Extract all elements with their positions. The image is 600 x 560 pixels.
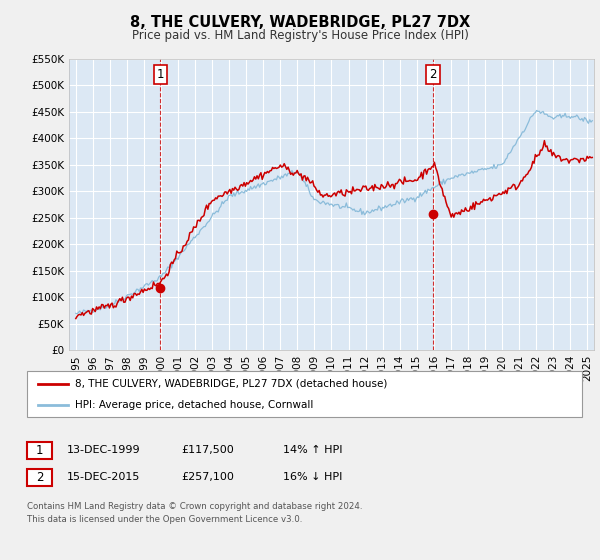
Text: 15-DEC-2015: 15-DEC-2015 bbox=[67, 472, 140, 482]
Text: Price paid vs. HM Land Registry's House Price Index (HPI): Price paid vs. HM Land Registry's House … bbox=[131, 29, 469, 42]
Text: 1: 1 bbox=[36, 444, 43, 457]
Text: £117,500: £117,500 bbox=[181, 445, 234, 455]
Text: Contains HM Land Registry data © Crown copyright and database right 2024.: Contains HM Land Registry data © Crown c… bbox=[27, 502, 362, 511]
Text: 8, THE CULVERY, WADEBRIDGE, PL27 7DX: 8, THE CULVERY, WADEBRIDGE, PL27 7DX bbox=[130, 15, 470, 30]
Text: 2: 2 bbox=[36, 470, 43, 484]
Text: 8, THE CULVERY, WADEBRIDGE, PL27 7DX (detached house): 8, THE CULVERY, WADEBRIDGE, PL27 7DX (de… bbox=[75, 379, 388, 389]
Text: £257,100: £257,100 bbox=[181, 472, 234, 482]
Text: 2: 2 bbox=[430, 68, 437, 81]
Text: 13-DEC-1999: 13-DEC-1999 bbox=[67, 445, 141, 455]
Text: 14% ↑ HPI: 14% ↑ HPI bbox=[283, 445, 343, 455]
Text: This data is licensed under the Open Government Licence v3.0.: This data is licensed under the Open Gov… bbox=[27, 515, 302, 524]
Text: 16% ↓ HPI: 16% ↓ HPI bbox=[283, 472, 343, 482]
Text: HPI: Average price, detached house, Cornwall: HPI: Average price, detached house, Corn… bbox=[75, 400, 313, 410]
Text: 1: 1 bbox=[157, 68, 164, 81]
